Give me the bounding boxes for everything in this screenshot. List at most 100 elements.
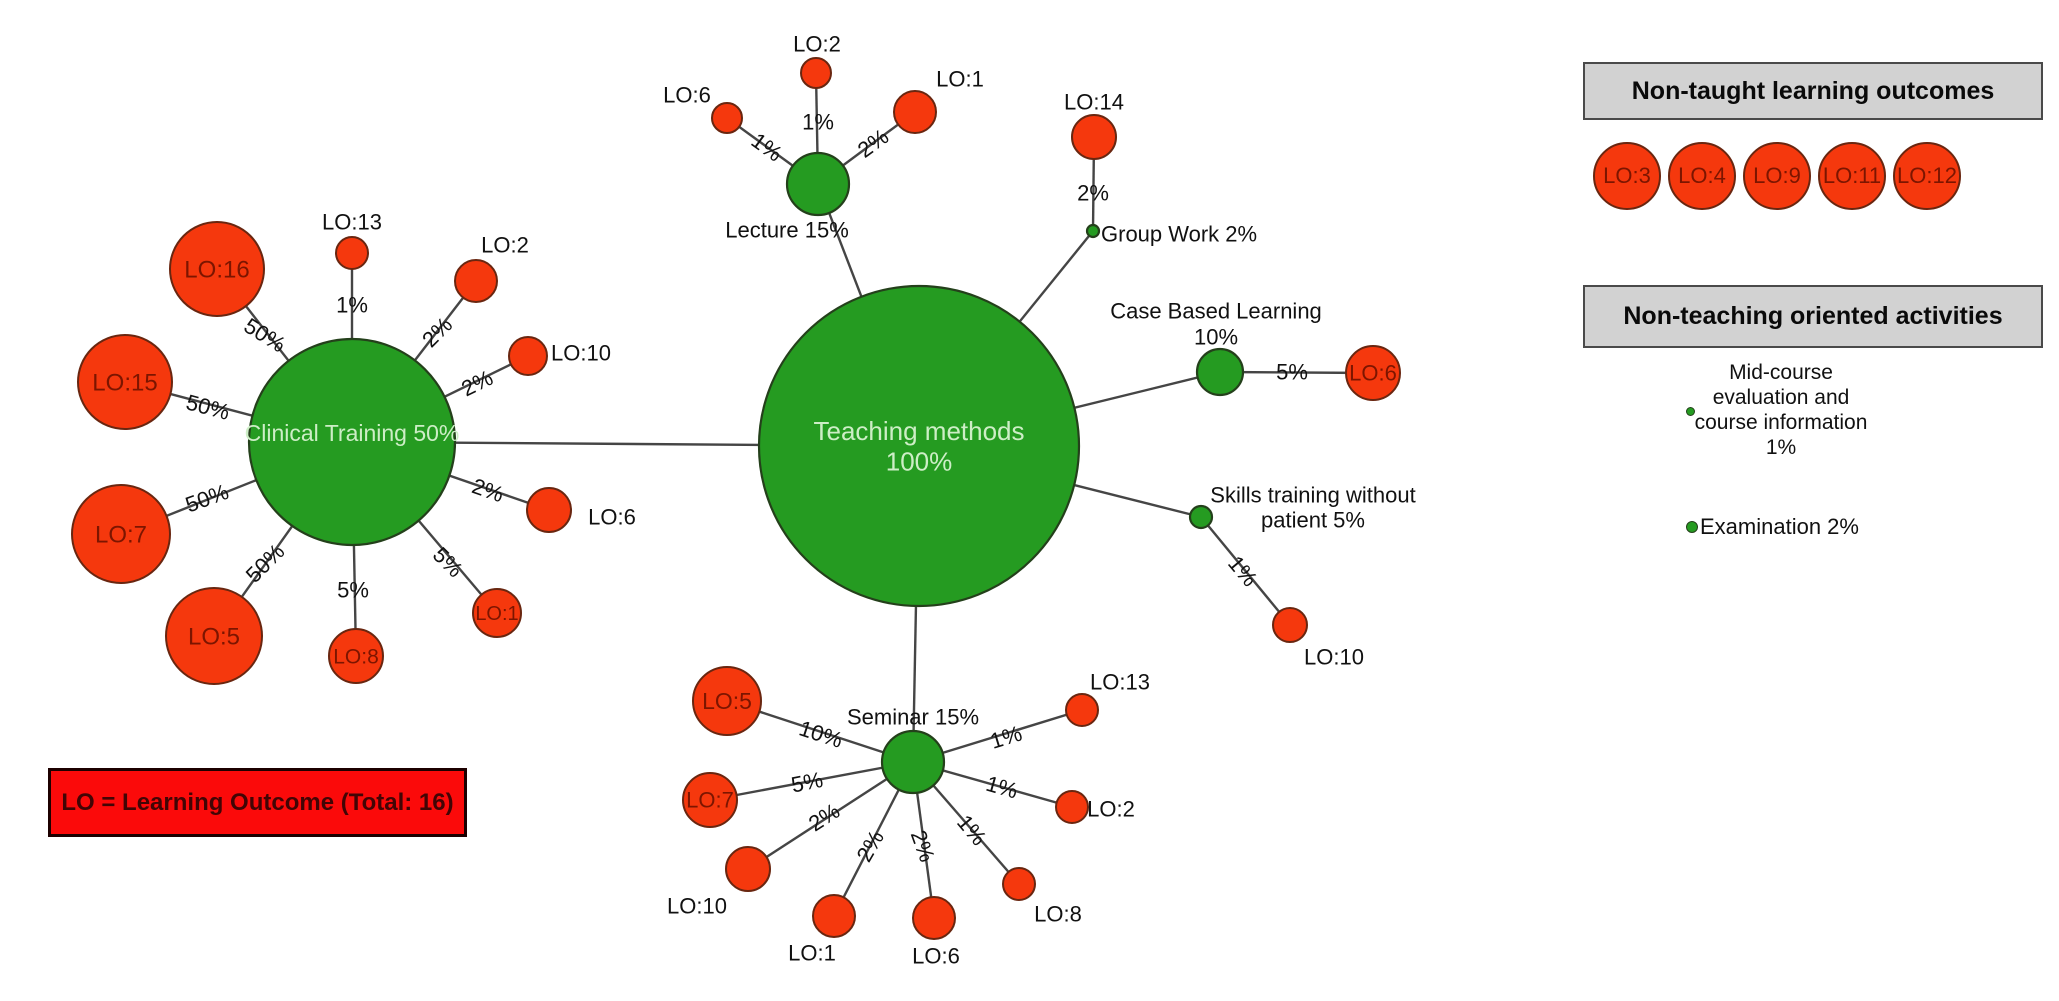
diagram-label: LO:13 [322, 210, 382, 235]
diagram-edge [1200, 516, 1291, 626]
diagram-label: LO:8 [1034, 902, 1082, 927]
lo6-cbl-label: LO:6 [1349, 361, 1397, 386]
diagram-label: Case Based Learning [1110, 299, 1322, 324]
diagram-label: patient 5% [1261, 508, 1365, 533]
lo15-clinical-node [77, 334, 173, 430]
diagram-label: 2% [1077, 181, 1109, 206]
seminar-node [880, 729, 946, 795]
lo1-clinical-node [472, 588, 522, 638]
diagram-label: 10% [1194, 325, 1238, 350]
diagram-label: 1% [987, 721, 1025, 754]
clinical-training-label: Clinical Training 50% [245, 420, 460, 446]
lo1-clinical-label: LO:1 [475, 603, 518, 625]
diagram-label: LO:10 [667, 894, 727, 919]
diagram-label: Group Work 2% [1101, 222, 1257, 247]
lo13-seminar-node [1065, 693, 1099, 727]
legend-lo-circle: LO:9 [1743, 142, 1811, 210]
non-taught-legend-header: Non-taught learning outcomes [1583, 62, 2043, 120]
lo-footnote-box: LO = Learning Outcome (Total: 16) [48, 768, 467, 837]
examination-label: Examination 2% [1700, 514, 1859, 539]
diagram-label: 1% [336, 293, 368, 318]
lo5-seminar-label: LO:5 [702, 688, 752, 714]
diagram-label: LO:10 [551, 341, 611, 366]
diagram-label: LO:13 [1090, 670, 1150, 695]
lo6-cbl-node [1345, 345, 1401, 401]
diagram-label: 50% [183, 389, 232, 425]
lo6-clinical-node [526, 487, 572, 533]
lo14-groupwork-node [1071, 114, 1117, 160]
lo2-clinical-node [454, 259, 498, 303]
legend-lo-circle: LO:12 [1893, 142, 1961, 210]
examination-item: Examination 2% [1686, 514, 1859, 540]
lo6-lecture-node [711, 102, 743, 134]
diagram-label: 10% [796, 715, 846, 752]
diagram-label: 1% [802, 110, 834, 135]
legend-lo-circle: LO:11 [1818, 142, 1886, 210]
lo8-clinical-node [328, 628, 384, 684]
lo-footnote-text: LO = Learning Outcome (Total: 16) [61, 788, 454, 816]
lo5-clinical-node [165, 587, 263, 685]
legend-lo-circle: LO:4 [1668, 142, 1736, 210]
lo8-seminar-node [1002, 867, 1036, 901]
non-taught-lo-row: LO:3 LO:4 LO:9 LO:11 LO:12 [1593, 142, 1961, 210]
lo7-seminar-label: LO:7 [686, 788, 734, 813]
diagram-label: LO:6 [912, 944, 960, 969]
diagram-label: Lecture 15% [725, 218, 849, 243]
diagram-label: 50% [241, 539, 290, 588]
lo2-seminar-node [1055, 790, 1089, 824]
lo7-clinical-node [71, 484, 171, 584]
diagram-label: Skills training without [1210, 483, 1415, 508]
diagram-label: LO:6 [588, 505, 636, 530]
green-dot-icon [1686, 521, 1698, 533]
lo7-clinical-label: LO:7 [95, 521, 147, 548]
mid-course-line-4: 1% [1765, 436, 1797, 459]
diagram-label: 1% [983, 771, 1020, 804]
diagram-edge [709, 760, 914, 802]
diagram-label: 5% [789, 767, 825, 798]
lo16-clinical-node [169, 221, 265, 317]
lo10-seminar-node [725, 846, 771, 892]
diagram-label: 2% [853, 124, 893, 163]
mid-course-line-3: course information [1694, 411, 1868, 434]
lo1-seminar-node [812, 894, 856, 938]
teaching-methods-label: Teaching methods 100% [813, 416, 1024, 477]
group-work-node [1085, 223, 1101, 239]
diagram-label: 2% [469, 473, 507, 507]
diagram-label: 50% [182, 479, 232, 518]
skills-training-node [1188, 504, 1214, 530]
diagram-label: 1% [747, 128, 787, 167]
non-teaching-legend-title: Non-teaching oriented activities [1623, 302, 2003, 330]
diagram-label: LO:2 [793, 32, 841, 57]
green-dot-icon [1686, 407, 1695, 416]
clinical-training-node [247, 337, 457, 547]
diagram-label: 5% [337, 578, 369, 603]
diagram-label: LO:1 [788, 941, 836, 966]
diagram-label: 2% [851, 826, 889, 866]
diagram-label: LO:2 [481, 233, 529, 258]
lo2-lecture-node [800, 57, 832, 89]
mid-course-line-1: Mid-course [1729, 361, 1833, 384]
lo8-clinical-label: LO:8 [333, 645, 379, 668]
lo16-clinical-label: LO:16 [184, 256, 249, 283]
non-teaching-legend-header: Non-teaching oriented activities [1583, 285, 2043, 348]
diagram-label: LO:1 [936, 67, 984, 92]
diagram-label: LO:14 [1064, 90, 1124, 115]
diagram-label: 50% [240, 313, 291, 358]
diagram-label: 5% [428, 542, 468, 582]
diagram-label: 2% [417, 312, 457, 352]
lo7-seminar-node [682, 772, 738, 828]
diagram-label: LO:10 [1304, 645, 1364, 670]
lo5-clinical-label: LO:5 [188, 623, 240, 650]
diagram-label: LO:6 [663, 83, 711, 108]
lo6-seminar-node [912, 896, 956, 940]
case-based-learning-node [1195, 347, 1245, 397]
lo13-clinical-node [335, 236, 369, 270]
diagram-label: 2% [906, 827, 940, 865]
lo10-skills-node [1272, 607, 1308, 643]
lecture-node [785, 151, 851, 217]
teaching-methods-node [757, 284, 1081, 608]
mid-course-evaluation-item: Mid-course evaluation and course informa… [1656, 360, 1906, 460]
diagram-label: 2% [457, 365, 497, 401]
diagram-edge [747, 760, 914, 871]
